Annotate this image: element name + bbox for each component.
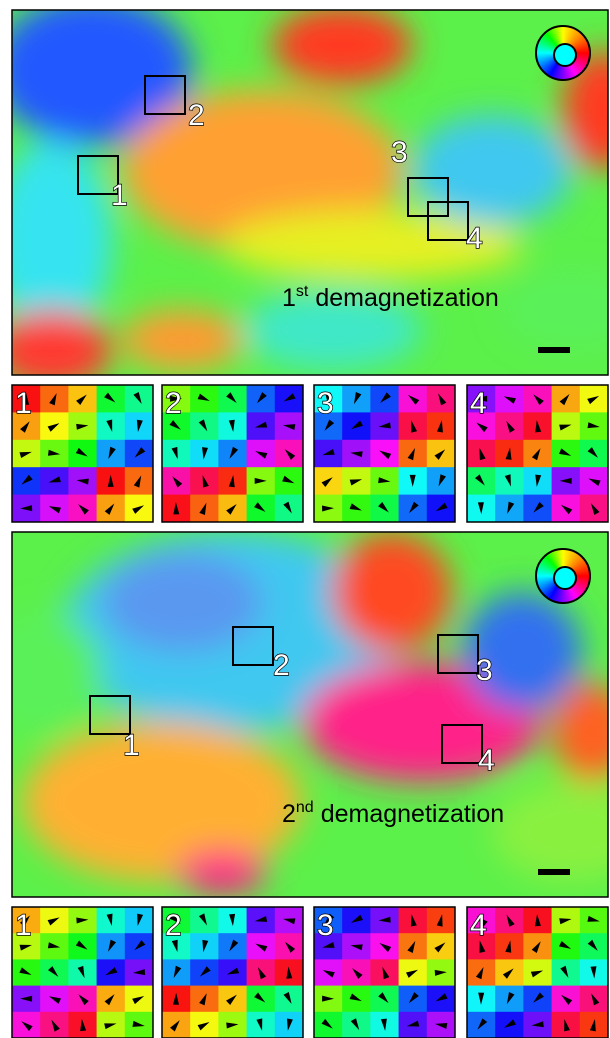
- domain: [122, 310, 242, 370]
- marker-label: 1: [111, 179, 128, 212]
- figure: 12341stdemagnetization123412342nddemagne…: [0, 0, 610, 1038]
- inset: 4: [467, 385, 609, 523]
- marker-label: 2: [273, 649, 290, 682]
- inset: 2: [162, 385, 304, 523]
- marker-label: 2: [188, 99, 205, 132]
- title-text: demagnetization: [321, 800, 504, 828]
- inset: 4: [467, 907, 609, 1038]
- ordinal-suffix: st: [296, 283, 309, 300]
- panel-title: 1st demagnetization: [282, 283, 499, 312]
- marker-label: 4: [466, 222, 483, 255]
- marker-label: 4: [478, 744, 495, 777]
- scale-bar: [538, 347, 570, 353]
- page: 12341stdemagnetization123412342nddemagne…: [0, 0, 610, 1038]
- ordinal: 2: [282, 800, 296, 828]
- domain: [22, 722, 302, 882]
- marker-label: 3: [391, 136, 408, 169]
- inset-label: 4: [470, 387, 487, 420]
- scale-bar: [538, 869, 570, 875]
- domain: [272, 5, 412, 85]
- color-wheel: [535, 25, 591, 81]
- inset: 2: [162, 907, 304, 1038]
- inset: 3: [314, 385, 456, 523]
- domain: [177, 850, 267, 894]
- domain: [412, 115, 572, 225]
- inset-label: 1: [15, 909, 32, 942]
- inset: 1: [12, 907, 154, 1038]
- domain: [462, 592, 582, 712]
- inset-label: 2: [165, 909, 182, 942]
- marker-label: 1: [123, 729, 140, 762]
- magnetization-map: [0, 532, 610, 897]
- inset-label: 3: [317, 387, 334, 420]
- domain: [332, 532, 452, 652]
- ordinal-suffix: nd: [296, 799, 314, 816]
- inset-label: 4: [470, 909, 487, 942]
- ordinal: 1: [282, 284, 296, 312]
- inset: 1: [12, 385, 154, 523]
- domain: [102, 552, 262, 652]
- color-wheel: [535, 548, 591, 604]
- marker-label: 3: [476, 654, 493, 687]
- inset-label: 2: [165, 387, 182, 420]
- title-text: demagnetization: [315, 284, 498, 312]
- inset: 3: [314, 907, 456, 1038]
- inset-label: 1: [15, 387, 32, 420]
- inset-label: 3: [317, 909, 334, 942]
